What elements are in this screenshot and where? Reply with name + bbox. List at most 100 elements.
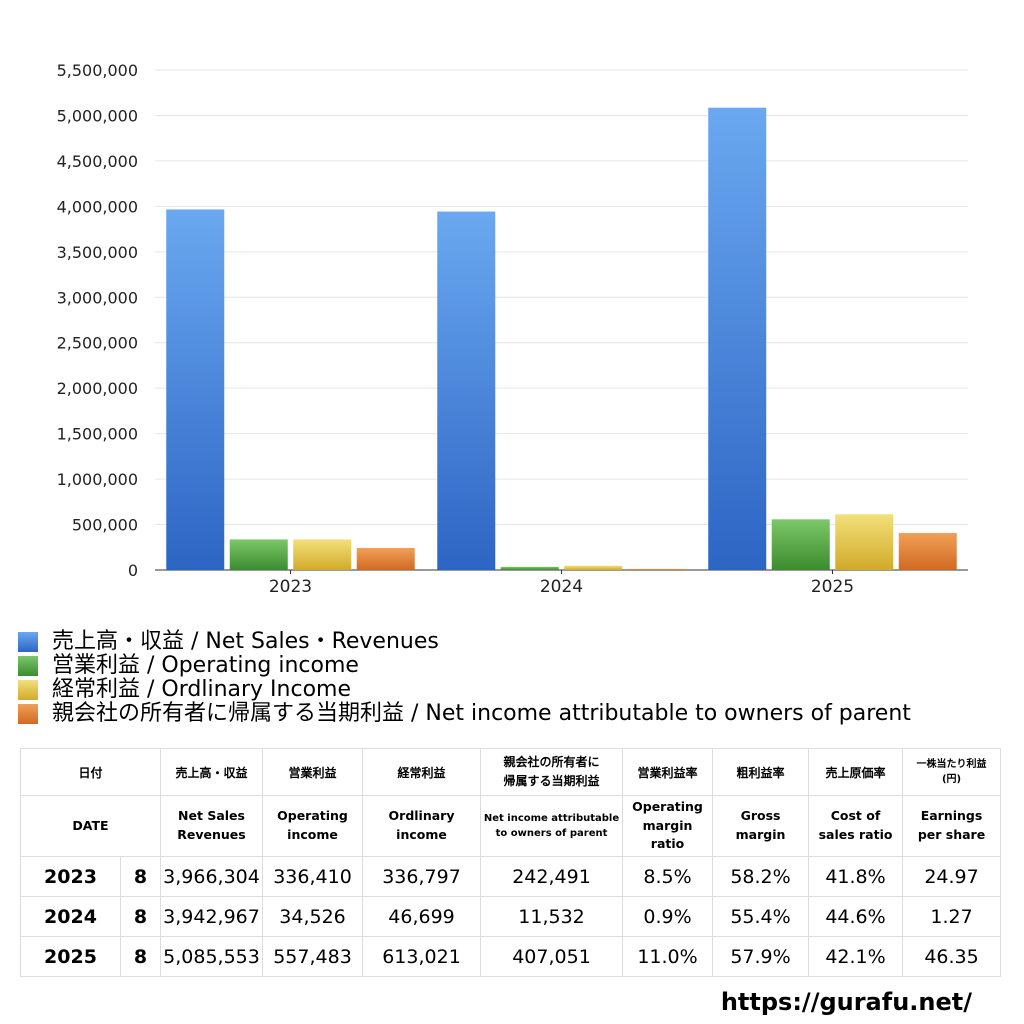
y-tick-label: 5,000,000 <box>57 106 138 125</box>
cell-opm: 8.5% <box>622 856 714 897</box>
cell-opm: 0.9% <box>622 896 714 937</box>
col-header-sales-en: Net Sales Revenues <box>160 795 264 857</box>
cell-cos: 42.1% <box>808 936 904 977</box>
bar-2024-series-2 <box>564 565 623 570</box>
legend-swatch-net-sales <box>18 632 38 652</box>
bar-2023-series-0 <box>166 209 225 570</box>
legend-item-net-income: 親会社の所有者に帰属する当期利益 / Net income attributab… <box>18 702 1018 726</box>
cell-month: 8 <box>119 936 162 977</box>
col-header-date-jp: 日付 <box>19 748 162 796</box>
bar-chart: 0 500,000 1,000,000 1,500,000 2,000,000 2,500… <box>57 61 968 597</box>
cell-eps: 46.35 <box>902 936 1002 977</box>
y-axis-ticks: 0 500,000 1,000,000 1,500,000 2,000,000 2,500… <box>57 61 138 580</box>
bar-2025-series-2 <box>835 514 894 570</box>
col-header-eps-en: Earnings per share <box>902 795 1002 857</box>
col-header-opm-jp: 営業利益率 <box>622 748 714 796</box>
table-row: 2023 8 3,966,304 336,410 336,797 242,491… <box>20 856 1002 897</box>
y-tick-label: 2,500,000 <box>57 334 138 353</box>
legend-item-operating-income: 営業利益 / Operating income <box>18 654 1018 678</box>
cell-gm: 55.4% <box>712 896 810 937</box>
table-row: 2024 8 3,942,967 34,526 46,699 11,532 0.… <box>20 896 1002 937</box>
cell-sales: 5,085,553 <box>160 936 264 977</box>
bar-2025-series-0 <box>708 107 767 570</box>
col-header-eps-jp: 一株当たり利益 (円) <box>902 748 1002 796</box>
legend-label: 経常利益 / Ordlinary Income <box>52 677 351 702</box>
y-tick-label: 3,000,000 <box>57 288 138 307</box>
col-header-ord-en: Ordlinary income <box>362 795 482 857</box>
cell-gm: 58.2% <box>712 856 810 897</box>
cell-cos: 41.8% <box>808 856 904 897</box>
cell-sales: 3,942,967 <box>160 896 264 937</box>
cell-net: 407,051 <box>480 936 624 977</box>
cell-op: 34,526 <box>262 896 364 937</box>
cell-ord: 46,699 <box>362 896 482 937</box>
table-row: 2025 8 5,085,553 557,483 613,021 407,051… <box>20 936 1002 977</box>
bar-2025-series-3 <box>898 532 957 570</box>
bar-2023-series-1 <box>229 539 288 570</box>
col-header-cos-en: Cost of sales ratio <box>808 795 904 857</box>
gridlines <box>155 69 968 571</box>
y-tick-label: 2,000,000 <box>57 379 138 398</box>
col-header-op-jp: 営業利益 <box>262 748 364 796</box>
col-header-date-en: DATE <box>19 795 162 857</box>
col-header-opm-en: Operating margin ratio <box>622 795 714 857</box>
y-tick-label: 0 <box>128 561 138 580</box>
cell-year: 2024 <box>20 896 121 937</box>
col-header-net-jp: 親会社の所有者に 帰属する当期利益 <box>480 748 624 796</box>
cell-year: 2023 <box>20 856 121 897</box>
y-tick-label: 4,500,000 <box>57 152 138 171</box>
cell-month: 8 <box>119 856 162 897</box>
bar-2024-series-1 <box>500 566 559 570</box>
legend-swatch-operating-income <box>18 656 38 676</box>
y-tick-label: 4,000,000 <box>57 197 138 216</box>
col-header-net-en: Net income attributable to owners of par… <box>480 795 624 857</box>
cell-op: 336,410 <box>262 856 364 897</box>
cell-month: 8 <box>119 896 162 937</box>
cell-sales: 3,966,304 <box>160 856 264 897</box>
col-header-cos-jp: 売上原価率 <box>808 748 904 796</box>
cell-opm: 11.0% <box>622 936 714 977</box>
cell-ord: 336,797 <box>362 856 482 897</box>
col-header-gm-jp: 粗利益率 <box>712 748 810 796</box>
table-header-en: DATE Net Sales Revenues Operating income… <box>19 795 1002 857</box>
legend-swatch-net-income <box>18 704 38 724</box>
cell-cos: 44.6% <box>808 896 904 937</box>
bars <box>166 107 957 570</box>
legend-label: 営業利益 / Operating income <box>52 653 359 678</box>
x-tick-label: 2024 <box>540 577 583 597</box>
site-url[interactable]: https://gurafu.net/ <box>720 988 972 1016</box>
cell-gm: 57.9% <box>712 936 810 977</box>
table-header-jp: 日付 売上高・収益 営業利益 経常利益 親会社の所有者に 帰属する当期利益 営業… <box>19 748 1002 796</box>
col-header-ord-jp: 経常利益 <box>362 748 482 796</box>
y-tick-label: 500,000 <box>72 516 138 535</box>
legend: 売上高・収益 / Net Sales・Revenues 営業利益 / Opera… <box>18 630 1018 726</box>
y-tick-label: 1,500,000 <box>57 425 138 444</box>
cell-net: 11,532 <box>480 896 624 937</box>
col-header-sales-jp: 売上高・収益 <box>160 748 264 796</box>
y-tick-label: 3,500,000 <box>57 243 138 262</box>
cell-eps: 1.27 <box>902 896 1002 937</box>
x-tick-label: 2023 <box>269 577 312 597</box>
bar-2023-series-3 <box>356 547 415 570</box>
x-axis-ticks: 2023 2024 2025 <box>269 570 854 597</box>
legend-label: 売上高・収益 / Net Sales・Revenues <box>52 629 439 654</box>
y-tick-label: 5,500,000 <box>57 61 138 80</box>
cell-year: 2025 <box>20 936 121 977</box>
col-header-op-en: Operating income <box>262 795 364 857</box>
cell-op: 557,483 <box>262 936 364 977</box>
cell-eps: 24.97 <box>902 856 1002 897</box>
bar-2023-series-2 <box>293 539 352 570</box>
bar-2025-series-1 <box>771 519 830 570</box>
col-header-gm-en: Gross margin <box>712 795 810 857</box>
legend-item-net-sales: 売上高・収益 / Net Sales・Revenues <box>18 630 1018 654</box>
legend-label: 親会社の所有者に帰属する当期利益 / Net income attributab… <box>52 701 911 726</box>
legend-item-ordinary-income: 経常利益 / Ordlinary Income <box>18 678 1018 702</box>
cell-net: 242,491 <box>480 856 624 897</box>
cell-ord: 613,021 <box>362 936 482 977</box>
bar-2024-series-3 <box>627 568 686 570</box>
financial-table: 日付 売上高・収益 営業利益 経常利益 親会社の所有者に 帰属する当期利益 営業… <box>19 748 1002 977</box>
legend-swatch-ordinary-income <box>18 680 38 700</box>
x-tick-label: 2025 <box>811 577 854 597</box>
bar-2024-series-0 <box>437 211 496 570</box>
y-tick-label: 1,000,000 <box>57 470 138 489</box>
